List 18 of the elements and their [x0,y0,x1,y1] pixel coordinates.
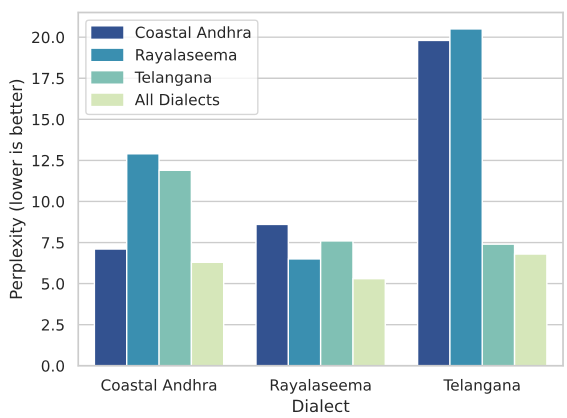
legend-label: Telangana [134,71,211,86]
legend-label: Rayalaseema [136,48,236,64]
y-tick-label: 2.5 [42,319,64,331]
x-axis-title: Dialect [293,399,350,412]
y-tick-label: 10.0 [32,196,64,208]
y-tick-label: 20.0 [32,32,64,44]
y-tick-label: 0.0 [42,360,64,372]
y-tick-label: 7.5 [42,237,64,249]
y-tick-label: 12.5 [32,154,64,166]
x-tick-label: Telangana [443,378,520,394]
legend-label: Coastal Andhra [136,26,250,38]
y-tick-label: 15.0 [32,114,64,126]
y-tick-label: 17.5 [32,72,64,84]
x-tick-label: Coastal Andhra [101,378,216,391]
x-tick-label: Rayalaseema [270,378,371,394]
legend-label: All Dialects [134,94,220,106]
y-tick-label: 5.0 [42,278,64,290]
y-axis-title: Perplexity (lower is better) [9,80,26,298]
